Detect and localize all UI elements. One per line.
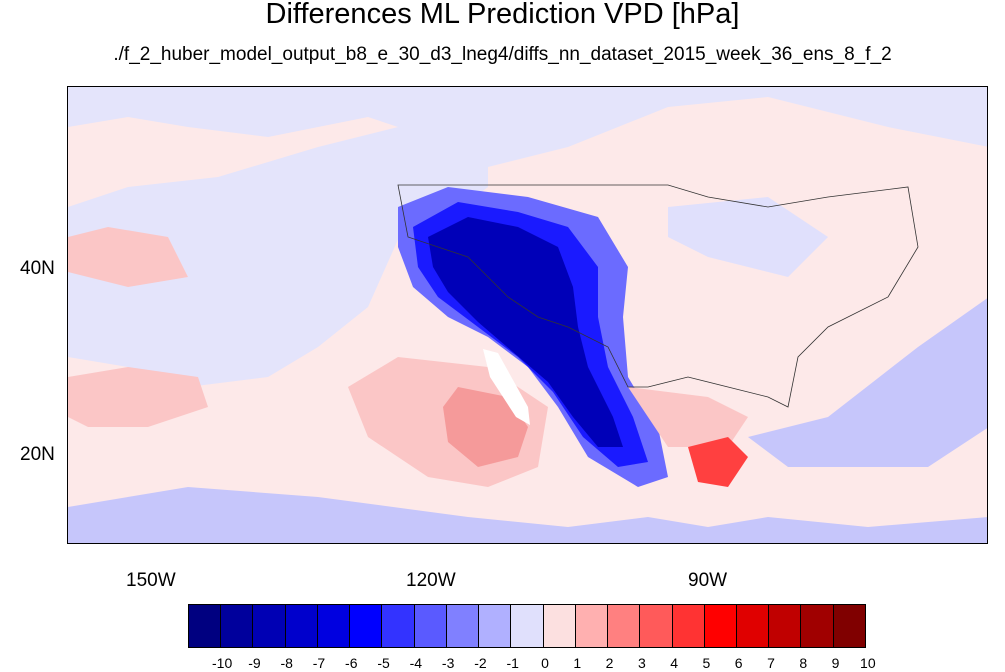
map-panel: [67, 86, 988, 544]
lat-label-20n: 20N: [20, 444, 55, 465]
lon-label-90w: 90W: [688, 570, 728, 591]
colorbar-swatch: [479, 605, 512, 647]
colorbar-swatch: [350, 605, 383, 647]
colorbar-label: -8: [280, 655, 293, 671]
central-america-positive: [688, 437, 748, 487]
lon-label-150w: 150W: [126, 570, 176, 591]
atlantic-negative: [748, 298, 987, 467]
colorbar-swatch: [833, 605, 865, 647]
colorbar-swatch: [253, 605, 286, 647]
colorbar-label: 1: [573, 655, 582, 671]
us-east-negative: [668, 197, 828, 277]
colorbar-swatch: [221, 605, 254, 647]
colorbar-swatch: [640, 605, 673, 647]
colorbar: [188, 604, 866, 648]
colorbar-label: -9: [248, 655, 261, 671]
south-pacific-negative: [68, 487, 987, 543]
colorbar-label: -6: [345, 655, 358, 671]
colorbar-label: -7: [312, 655, 326, 671]
colorbar-swatch: [769, 605, 802, 647]
map-title: Differences ML Prediction VPD [hPa]: [265, 0, 740, 30]
north-pacific-negative: [68, 87, 987, 167]
colorbar-label: 5: [702, 655, 711, 671]
colorbar-label: 8: [799, 655, 808, 671]
us-coastline: [397, 184, 919, 408]
colorbar-label: 3: [637, 655, 646, 671]
colorbar-swatch: [543, 605, 576, 647]
map-subtitle: ./f_2_huber_model_output_b8_e_30_d3_lneg…: [113, 44, 892, 65]
colorbar-label: 2: [605, 655, 614, 671]
colorbar-label: -3: [441, 655, 455, 671]
colorbar-swatch: [414, 605, 447, 647]
colorbar-swatch: [511, 605, 544, 647]
east-pacific-positive-core: [443, 387, 528, 467]
colorbar-swatch: [736, 605, 770, 647]
west-pacific-positive: [68, 367, 208, 427]
colorbar-swatch: [317, 605, 351, 647]
colorbar-swatch: [801, 605, 834, 647]
colorbar-label: -1: [506, 655, 519, 671]
colorbar-label: -10: [212, 655, 233, 671]
colorbar-swatch: [446, 605, 480, 647]
colorbar-swatch: [704, 605, 737, 647]
colorbar-label: 6: [734, 655, 743, 671]
baja-peninsula: [483, 349, 530, 425]
pacific-positive-north: [68, 227, 188, 287]
colorbar-swatch: [575, 605, 609, 647]
colorbar-swatch: [672, 605, 705, 647]
colorbar-label: 10: [860, 655, 876, 671]
colorbar-label: -4: [409, 655, 423, 671]
colorbar-label: 0: [541, 655, 549, 671]
pacific-negative-band: [68, 147, 408, 387]
lat-label-40n: 40N: [20, 258, 55, 279]
colorbar-swatch: [382, 605, 415, 647]
colorbar-label: -5: [377, 655, 390, 671]
colorbar-label: 4: [670, 655, 679, 671]
colorbar-swatch: [608, 605, 641, 647]
western-us-negative-core: [428, 217, 623, 447]
vpd-difference-field: [68, 87, 987, 543]
colorbar-swatch: [285, 605, 318, 647]
colorbar-label: 9: [831, 655, 840, 671]
colorbar-label: -2: [474, 655, 487, 671]
gulf-positive: [628, 387, 748, 447]
lon-label-120w: 120W: [406, 570, 456, 591]
colorbar-swatch: [189, 605, 222, 647]
colorbar-label: 7: [767, 655, 775, 671]
